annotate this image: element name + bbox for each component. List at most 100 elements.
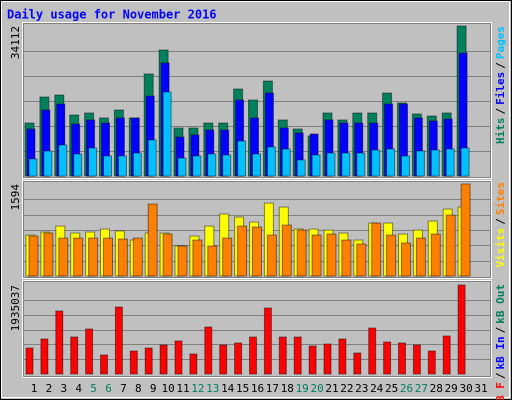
- bar: [293, 336, 302, 375]
- chart-title: Daily usage for November 2016: [7, 8, 217, 22]
- bar: [100, 354, 108, 375]
- bar: [281, 148, 291, 177]
- bar: [73, 153, 83, 177]
- x-tick-label: 25: [385, 382, 398, 395]
- bar: [177, 157, 187, 177]
- bar: [296, 159, 306, 177]
- x-tick-label: 12: [191, 382, 204, 395]
- bar: [252, 226, 262, 277]
- legend-entry: kB Out: [494, 284, 507, 324]
- x-tick-label: 8: [135, 382, 142, 395]
- legend-entry: kB In: [494, 336, 507, 369]
- x-tick-label: 30: [459, 382, 472, 395]
- bar: [266, 146, 276, 177]
- bar: [147, 203, 158, 277]
- bar: [341, 239, 352, 277]
- bar: [266, 234, 277, 277]
- bar: [442, 335, 451, 375]
- legend: Hits / Files / Pages: [494, 26, 507, 144]
- bar: [132, 152, 142, 177]
- bar: [85, 328, 94, 375]
- bar: [43, 150, 53, 177]
- x-tick-label: 5: [90, 382, 97, 395]
- bar: [445, 148, 455, 177]
- x-tick-label: 17: [266, 382, 279, 395]
- y-tick-label: 1935037: [9, 285, 22, 331]
- x-tick-label: 14: [221, 382, 235, 395]
- bar: [192, 155, 202, 177]
- bar: [415, 150, 425, 177]
- bar: [427, 350, 436, 375]
- bar: [162, 233, 173, 277]
- bar: [401, 155, 410, 177]
- bar: [207, 245, 218, 277]
- legend-entry: Hits: [494, 118, 507, 145]
- bar: [174, 340, 183, 375]
- y-tick-label: 34112: [9, 26, 22, 59]
- x-tick-label: 29: [445, 382, 458, 395]
- bar: [237, 225, 248, 277]
- bar: [430, 149, 440, 177]
- bar: [192, 239, 203, 277]
- bar: [326, 233, 337, 277]
- bar: [222, 154, 232, 177]
- bar: [70, 336, 79, 375]
- bar: [460, 183, 471, 277]
- bar: [147, 139, 157, 177]
- bar: [386, 234, 397, 277]
- bar: [278, 336, 287, 375]
- x-tick-label: 3: [60, 382, 67, 395]
- bar: [353, 352, 362, 375]
- bar: [88, 147, 98, 177]
- x-tick-label: 4: [75, 382, 82, 395]
- x-tick-label: 7: [120, 382, 127, 395]
- legend-entry: kB F: [494, 382, 507, 400]
- legend: Visits / Sites: [494, 182, 507, 268]
- bar: [25, 347, 34, 375]
- bar: [263, 307, 272, 375]
- bar: [412, 344, 421, 375]
- bar: [341, 152, 351, 177]
- bar: [356, 243, 367, 277]
- bar: [103, 155, 112, 177]
- bar: [356, 152, 366, 177]
- bar: [219, 344, 228, 375]
- bar: [368, 327, 377, 375]
- bar: [204, 326, 213, 375]
- x-tick-label: 2: [46, 382, 53, 395]
- bar: [189, 353, 198, 375]
- bar: [398, 342, 406, 375]
- legend: kB F / kB In / kB Out: [494, 284, 507, 400]
- x-tick-label: 15: [236, 382, 249, 395]
- bar: [457, 284, 466, 375]
- bar: [326, 152, 336, 177]
- bar: [371, 222, 382, 277]
- x-tick-label: 9: [150, 382, 157, 395]
- x-tick-label: 1: [31, 382, 38, 395]
- legend-entry: Sites: [494, 182, 507, 215]
- bar: [311, 154, 321, 177]
- bar: [252, 153, 261, 177]
- bar: [103, 237, 113, 277]
- bar: [114, 306, 123, 375]
- legend-separator: /: [494, 108, 507, 115]
- bar: [386, 148, 396, 177]
- legend-separator: /: [494, 218, 507, 225]
- bar: [55, 310, 64, 375]
- x-tick-label: 11: [176, 382, 189, 395]
- x-tick-label: 31: [474, 382, 487, 395]
- bar: [338, 338, 347, 375]
- panel-inner: [23, 181, 491, 278]
- bar: [249, 336, 257, 375]
- bar: [177, 245, 188, 277]
- x-tick-label: 6: [105, 382, 112, 395]
- bar: [88, 237, 99, 277]
- panel-inner: [23, 23, 491, 178]
- bar: [234, 342, 243, 375]
- x-tick-label: 16: [251, 382, 264, 395]
- x-tick-label: 23: [355, 382, 368, 395]
- bar: [323, 343, 332, 375]
- bar: [132, 237, 143, 277]
- legend-entry: Visits: [494, 228, 507, 268]
- x-tick-label: 19: [296, 382, 309, 395]
